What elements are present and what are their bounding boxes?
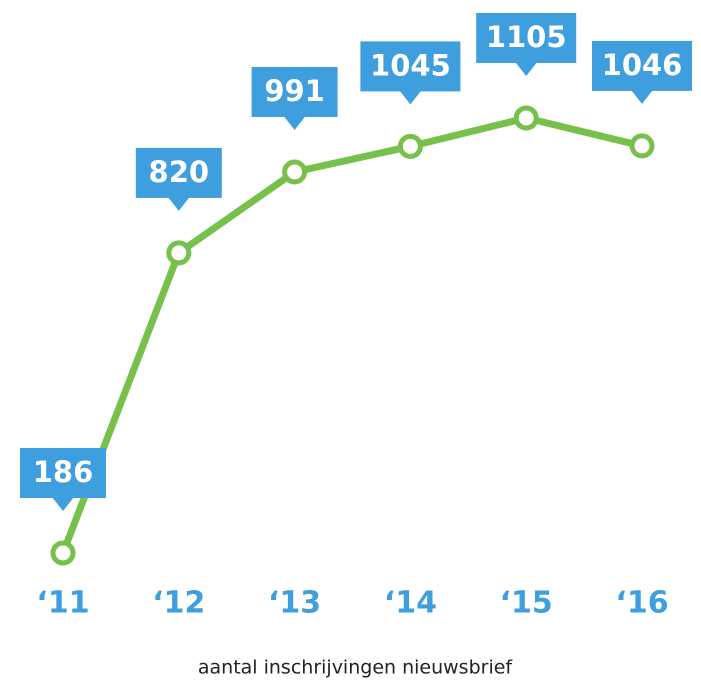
value-label-text: 186	[33, 455, 94, 489]
label-box	[20, 448, 106, 498]
point	[629, 133, 655, 159]
point	[513, 105, 539, 131]
label-pointer	[631, 89, 653, 104]
label-pointer	[52, 497, 74, 511]
label-pointer	[399, 90, 422, 105]
value-label: 1105	[476, 13, 577, 76]
value-label: 1046	[592, 40, 692, 104]
x-tick-label: ‘15	[500, 586, 553, 621]
label-box	[592, 40, 692, 91]
label-pointer	[515, 62, 538, 76]
value-label-text: 991	[264, 74, 325, 108]
x-tick-label: ‘12	[152, 586, 205, 621]
value-label-text: 1046	[602, 48, 683, 82]
point	[282, 159, 308, 185]
x-tick-label: ‘11	[36, 586, 89, 621]
x-tick-label: ‘14	[384, 586, 437, 621]
value-label: 186	[20, 448, 106, 511]
x-tick-label: ‘16	[615, 586, 668, 621]
value-label-text: 1105	[486, 20, 567, 54]
point	[166, 240, 192, 266]
line	[59, 114, 643, 555]
chart-title: aantal inschrijvingen nieuwsbrief	[198, 657, 514, 679]
x-tick-label: ‘13	[268, 586, 321, 621]
label-box	[360, 41, 461, 92]
label-box	[251, 66, 338, 117]
value-label: 820	[135, 147, 222, 211]
value-label-text: 1045	[370, 48, 451, 82]
label-pointer	[167, 196, 190, 211]
point	[397, 133, 423, 159]
label-box	[135, 147, 222, 198]
value-label: 1045	[360, 41, 461, 105]
value-label-text: 820	[149, 155, 210, 189]
label-box	[476, 13, 577, 63]
point	[50, 540, 76, 566]
value-label: 991	[251, 66, 338, 130]
label-pointer	[283, 115, 306, 130]
